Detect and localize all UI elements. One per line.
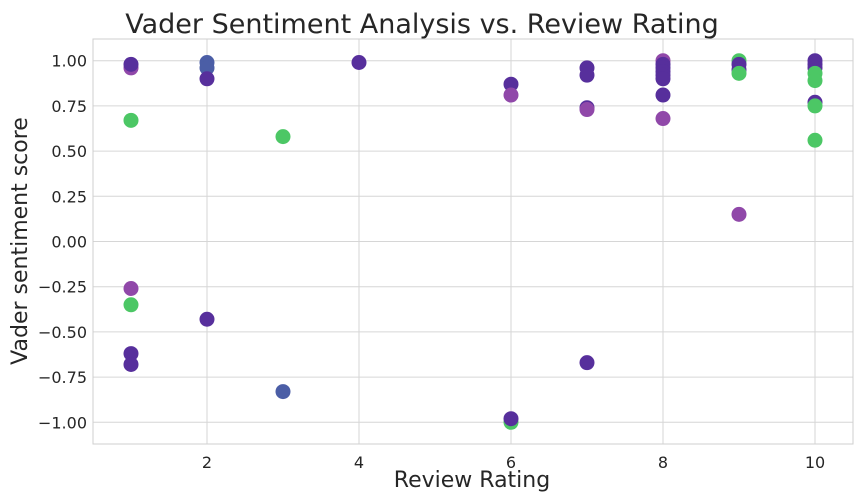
scatter-point	[123, 56, 139, 72]
y-tick-label: −0.25	[38, 278, 87, 297]
scatter-point	[655, 71, 671, 87]
scatter-point	[655, 111, 671, 127]
scatter-point	[807, 98, 823, 114]
scatter-point	[579, 355, 595, 371]
data-points	[123, 53, 823, 430]
x-tick-label: 10	[805, 453, 825, 472]
y-axis-label: Vader sentiment score	[8, 117, 33, 365]
scatter-point	[123, 281, 139, 297]
y-tick-label: −0.75	[38, 368, 87, 387]
x-tick-label: 2	[202, 453, 212, 472]
scatter-point	[807, 73, 823, 89]
y-tick-label: 0.50	[51, 142, 87, 161]
y-tick-label: 0.25	[51, 187, 87, 206]
scatter-point	[503, 87, 519, 103]
scatter-point	[123, 297, 139, 313]
scatter-point	[731, 206, 747, 222]
scatter-point	[123, 346, 139, 362]
scatter-point	[199, 60, 215, 76]
scatter-point	[731, 65, 747, 81]
scatter-point	[275, 384, 291, 400]
y-tick-label: −1.00	[38, 413, 87, 432]
x-tick-labels: 2 4 6 8 10	[202, 453, 825, 472]
scatter-point	[123, 112, 139, 128]
x-axis-label: Review Rating	[394, 468, 550, 493]
x-tick-label: 8	[658, 453, 668, 472]
scatter-point	[351, 55, 367, 71]
scatter-point	[503, 76, 519, 92]
scatter-point	[579, 102, 595, 118]
scatter-point	[199, 311, 215, 327]
grid-lines	[93, 39, 853, 444]
x-tick-label: 6	[506, 453, 516, 472]
y-tick-label: 0.00	[51, 233, 87, 252]
scatter-point	[275, 129, 291, 145]
scatter-point	[579, 67, 595, 83]
plot-frame	[92, 38, 854, 445]
y-tick-labels: 1.00 0.75 0.50 0.25 0.00 −0.25 −0.50 −0.75 −1.00	[38, 52, 87, 433]
scatter-point	[655, 87, 671, 103]
chart-title: Vader Sentiment Analysis vs. Review Rati…	[125, 9, 719, 40]
x-tick-label: 4	[354, 453, 364, 472]
y-tick-label: 1.00	[51, 52, 87, 71]
y-tick-label: −0.50	[38, 323, 87, 342]
scatter-point	[123, 356, 139, 372]
scatter-point	[199, 71, 215, 87]
scatter-point	[807, 132, 823, 148]
scatter-point	[503, 411, 519, 427]
y-tick-label: 0.75	[51, 97, 87, 116]
